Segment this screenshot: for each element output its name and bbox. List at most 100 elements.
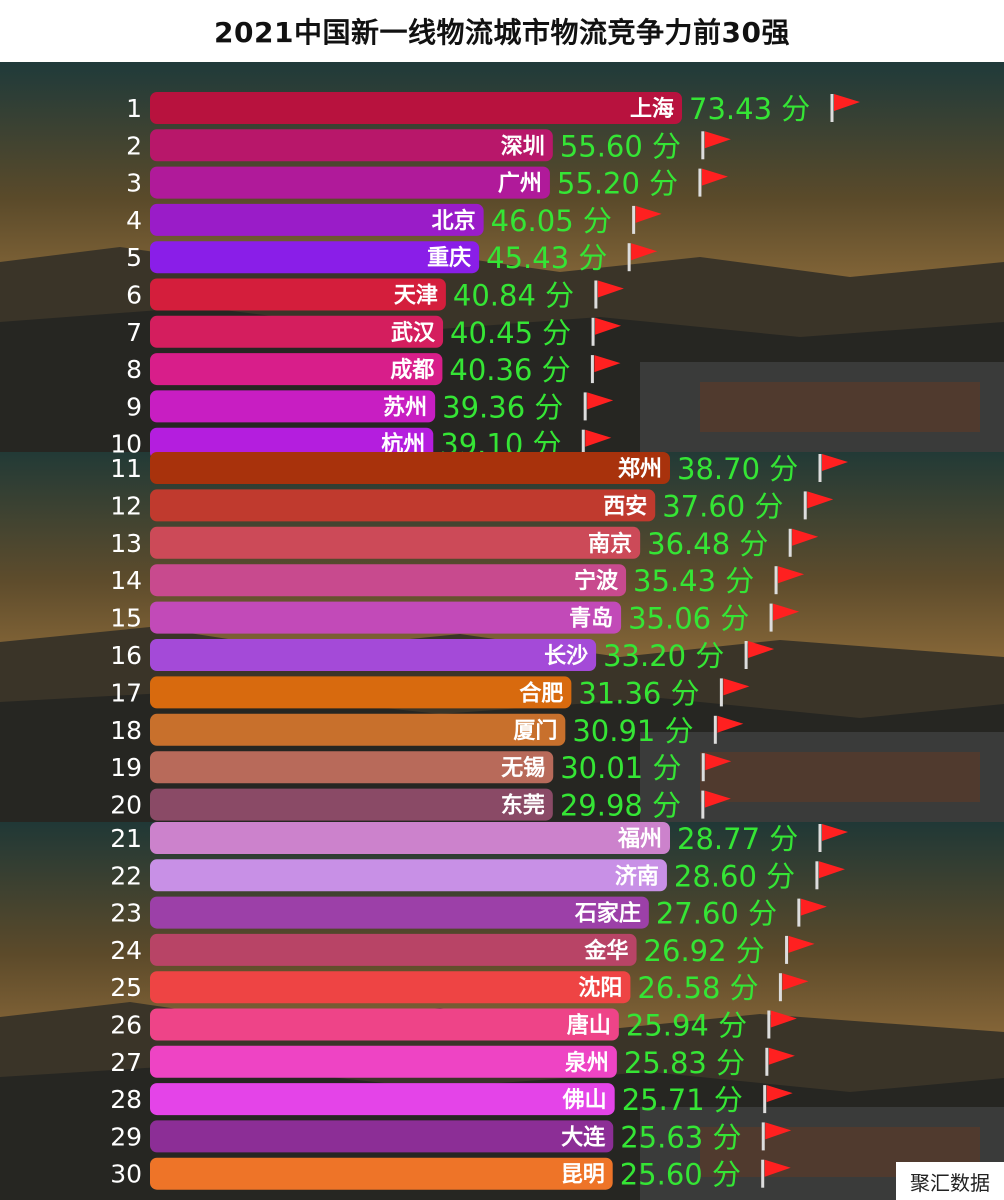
rank-label: 27: [110, 1048, 142, 1077]
flag-cloth: [764, 1159, 791, 1177]
rank-label: 19: [110, 753, 142, 782]
city-label: 无锡: [501, 756, 545, 781]
value-label: 25.60 分: [620, 1158, 741, 1192]
flag-icon: [818, 824, 848, 852]
flag-cloth: [778, 566, 805, 584]
flag-icon: [803, 491, 834, 520]
value-label: 35.06 分: [628, 602, 749, 636]
bar-row: 26 唐山 25.94 分: [110, 1008, 797, 1043]
bar-row: 16 长沙 33.20 分: [110, 639, 775, 673]
flag-icon: [701, 131, 731, 160]
flag-icon: [713, 715, 744, 744]
bar-row: 4 北京 46.05 分: [126, 203, 662, 238]
flag-cloth: [788, 935, 815, 953]
flag-icon: [785, 935, 815, 964]
bar: [150, 166, 550, 199]
value-label: 73.43 分: [689, 92, 810, 126]
rank-label: 15: [110, 604, 142, 633]
rank-label: 2: [126, 131, 142, 160]
rank-label: 26: [110, 1011, 142, 1040]
bar: [150, 489, 656, 522]
bar: [150, 1008, 619, 1041]
flag-icon: [761, 1122, 792, 1151]
bar-row: 23 石家庄 27.60 分: [110, 896, 827, 931]
bar: [150, 452, 670, 484]
bar-row: 29 大连 25.63 分: [110, 1120, 792, 1154]
bar-row: 28 佛山 25.71 分: [110, 1083, 793, 1117]
bar: [150, 526, 641, 559]
flag-icon: [744, 641, 775, 669]
rank-label: 28: [110, 1085, 142, 1114]
flag-icon: [797, 898, 827, 927]
flag-cloth: [782, 973, 809, 991]
bar-row: 12 西安 37.60 分: [110, 489, 834, 523]
flag-cloth: [792, 528, 819, 546]
value-label: 46.05 分: [491, 204, 612, 238]
value-label: 26.92 分: [644, 934, 765, 968]
bar-row: 9 苏州 39.36 分: [126, 390, 614, 424]
city-label: 上海: [630, 96, 674, 122]
flag-icon: [627, 243, 658, 272]
flag-cloth: [768, 1047, 795, 1065]
bar-row: 21 福州 28.77 分: [110, 822, 848, 856]
bar-row: 7 武汉 40.45 分: [126, 315, 622, 350]
flag-cloth: [807, 491, 834, 509]
value-label: 33.20 分: [603, 639, 724, 673]
flag-cloth: [822, 454, 848, 471]
bar-row: 30 昆明 25.60 分: [110, 1157, 791, 1192]
rank-label: 24: [110, 936, 142, 965]
bar: [150, 92, 682, 124]
flag-cloth: [631, 243, 658, 261]
bar-row: 15 青岛 35.06 分: [110, 601, 800, 636]
bar: [150, 896, 649, 929]
city-label: 天津: [394, 283, 438, 309]
watermark: 聚汇数据: [896, 1162, 1004, 1200]
rank-label: 16: [110, 641, 142, 670]
flag-icon: [701, 790, 731, 819]
bar: [150, 1157, 613, 1190]
flag-icon: [778, 973, 809, 1002]
bar: [150, 1045, 617, 1078]
flag-cloth: [594, 355, 621, 373]
rank-label: 10: [110, 430, 142, 459]
rank-label: 6: [126, 281, 142, 310]
bar-row: 1 上海 73.43 分: [126, 92, 860, 126]
bar: [150, 1120, 614, 1153]
flag-cloth: [748, 641, 775, 658]
bar-row: 8 成都 40.36 分: [126, 353, 621, 387]
bar-row: 3 广州 55.20 分: [126, 166, 728, 201]
value-label: 28.60 分: [674, 859, 795, 893]
value-label: 29.98 分: [560, 789, 681, 823]
rank-label: 20: [110, 791, 142, 820]
bar-row: 11 郑州 38.70 分: [110, 452, 848, 486]
flag-cloth: [723, 678, 750, 696]
rank-label: 22: [110, 861, 142, 890]
city-label: 唐山: [567, 1013, 611, 1039]
flag-cloth: [704, 790, 731, 808]
bar: [150, 427, 434, 460]
city-label: 佛山: [562, 1088, 607, 1113]
flag-cloth: [766, 1085, 793, 1103]
bar: [150, 971, 631, 1004]
bar-row: 6 天津 40.84 分: [126, 278, 624, 313]
flag-cloth: [705, 753, 732, 771]
bar: [150, 751, 554, 784]
flag-icon: [719, 678, 750, 707]
rank-label: 13: [110, 529, 142, 558]
rank-label: 3: [126, 169, 142, 198]
city-label: 北京: [432, 208, 476, 234]
flag-cloth: [587, 392, 614, 410]
value-label: 36.48 分: [647, 527, 768, 561]
bar-row: 27 泉州 25.83 分: [110, 1045, 795, 1080]
bar: [150, 390, 436, 423]
rank-label: 30: [110, 1160, 142, 1189]
flag-cloth: [635, 205, 662, 223]
bar: [150, 203, 484, 236]
value-label: 35.43 分: [633, 564, 754, 598]
city-label: 昆明: [561, 1163, 605, 1188]
bar-row: 5 重庆 45.43 分: [126, 241, 658, 275]
city-label: 武汉: [391, 321, 436, 346]
flag-cloth: [834, 94, 860, 111]
bar-row: 2 深圳 55.60 分: [126, 129, 731, 163]
bar-row: 20 东莞 29.98 分: [110, 788, 731, 823]
